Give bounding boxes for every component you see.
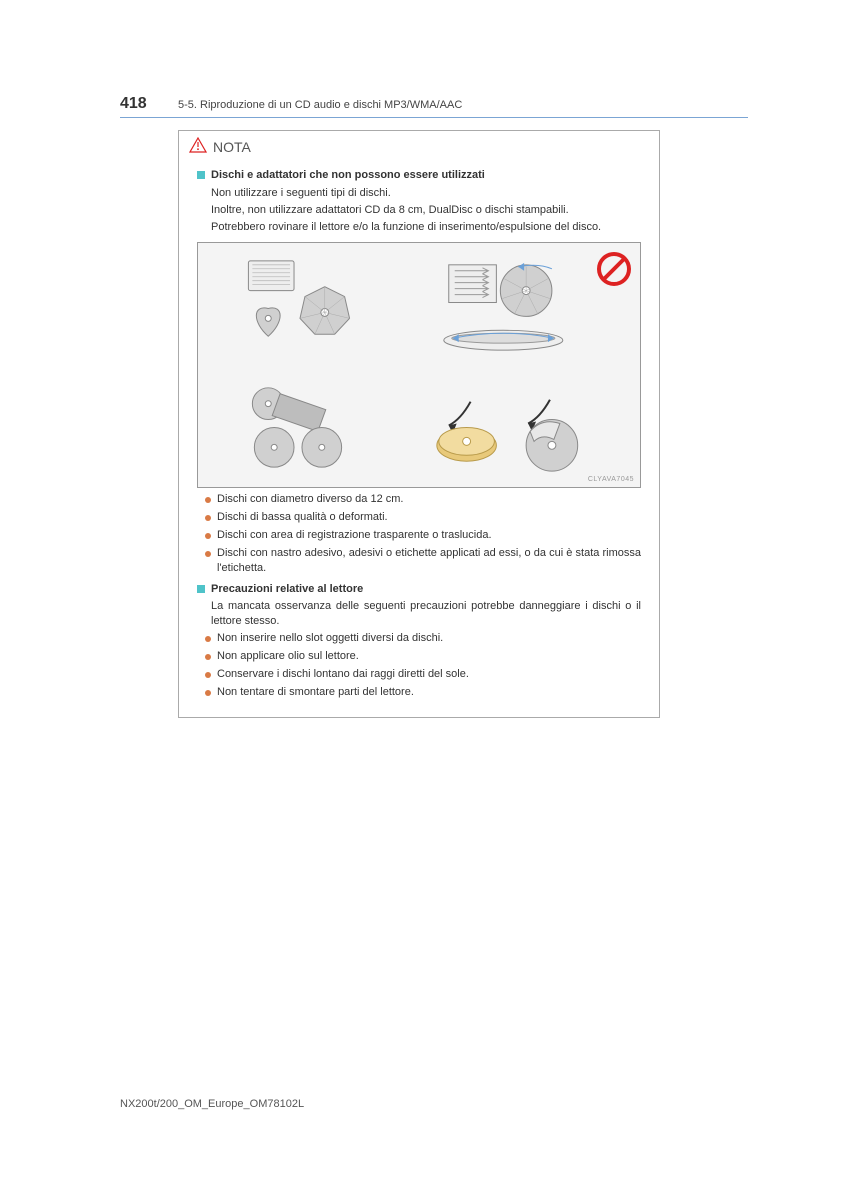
heading-text: Dischi e adattatori che non possono esse… bbox=[211, 168, 485, 183]
list-item: Dischi con area di registrazione traspar… bbox=[205, 528, 641, 543]
list-text: Non inserire nello slot oggetti diversi … bbox=[217, 631, 443, 646]
dot-icon bbox=[205, 636, 211, 642]
list-item: Non applicare olio sul lettore. bbox=[205, 649, 641, 664]
list-text: Dischi di bassa qualità o deformati. bbox=[217, 510, 388, 525]
page-number: 418 bbox=[120, 95, 178, 113]
list-item: Non inserire nello slot oggetti diversi … bbox=[205, 631, 641, 646]
list-text: Dischi con diametro diverso da 12 cm. bbox=[217, 492, 403, 507]
list-item: Non tentare di smontare parti del lettor… bbox=[205, 685, 641, 700]
list-item: Dischi con diametro diverso da 12 cm. bbox=[205, 492, 641, 507]
illustration-code: CLYAVA7045 bbox=[588, 475, 634, 484]
nota-paragraph: Non utilizzare i seguenti tipi di dischi… bbox=[211, 186, 641, 201]
nota-title-row: NOTA bbox=[179, 131, 659, 160]
nota-title: NOTA bbox=[213, 139, 251, 155]
section-heading: 5-5. Riproduzione di un CD audio e disch… bbox=[178, 99, 462, 111]
page-header: 418 5-5. Riproduzione di un CD audio e d… bbox=[120, 95, 748, 118]
list-item: Conservare i dischi lontano dai raggi di… bbox=[205, 667, 641, 682]
dot-icon bbox=[205, 672, 211, 678]
dot-icon bbox=[205, 551, 211, 557]
list-text: Conservare i dischi lontano dai raggi di… bbox=[217, 667, 469, 682]
dot-icon bbox=[205, 654, 211, 660]
nota-paragraph: Inoltre, non utilizzare adattatori CD da… bbox=[211, 203, 641, 218]
list-text: Dischi con nastro adesivo, adesivi o eti… bbox=[217, 546, 641, 576]
warning-triangle-icon bbox=[189, 137, 207, 156]
square-bullet-icon bbox=[197, 171, 205, 179]
prohibit-icon bbox=[596, 251, 632, 287]
heading-text: Precauzioni relative al lettore bbox=[211, 582, 363, 597]
dot-icon bbox=[205, 515, 211, 521]
dot-icon bbox=[205, 533, 211, 539]
square-bullet-icon bbox=[197, 585, 205, 593]
list-item: Dischi con nastro adesivo, adesivi o eti… bbox=[205, 546, 641, 576]
list-text: Dischi con area di registrazione traspar… bbox=[217, 528, 492, 543]
heading-precautions: Precauzioni relative al lettore bbox=[197, 582, 641, 597]
nota-paragraph: La mancata osservanza delle seguenti pre… bbox=[211, 599, 641, 629]
list-text: Non tentare di smontare parti del lettor… bbox=[217, 685, 414, 700]
nota-paragraph: Potrebbero rovinare il lettore e/o la fu… bbox=[211, 220, 641, 235]
heading-discs-adapters: Dischi e adattatori che non possono esse… bbox=[197, 168, 641, 183]
list-item: Dischi di bassa qualità o deformati. bbox=[205, 510, 641, 525]
dot-icon bbox=[205, 690, 211, 696]
disc-illustration: CLYAVA7045 bbox=[197, 242, 641, 488]
dot-icon bbox=[205, 497, 211, 503]
footer-code: NX200t/200_OM_Europe_OM78102L bbox=[120, 1098, 304, 1110]
list-text: Non applicare olio sul lettore. bbox=[217, 649, 359, 664]
nota-box: NOTA Dischi e adattatori che non possono… bbox=[178, 130, 660, 718]
